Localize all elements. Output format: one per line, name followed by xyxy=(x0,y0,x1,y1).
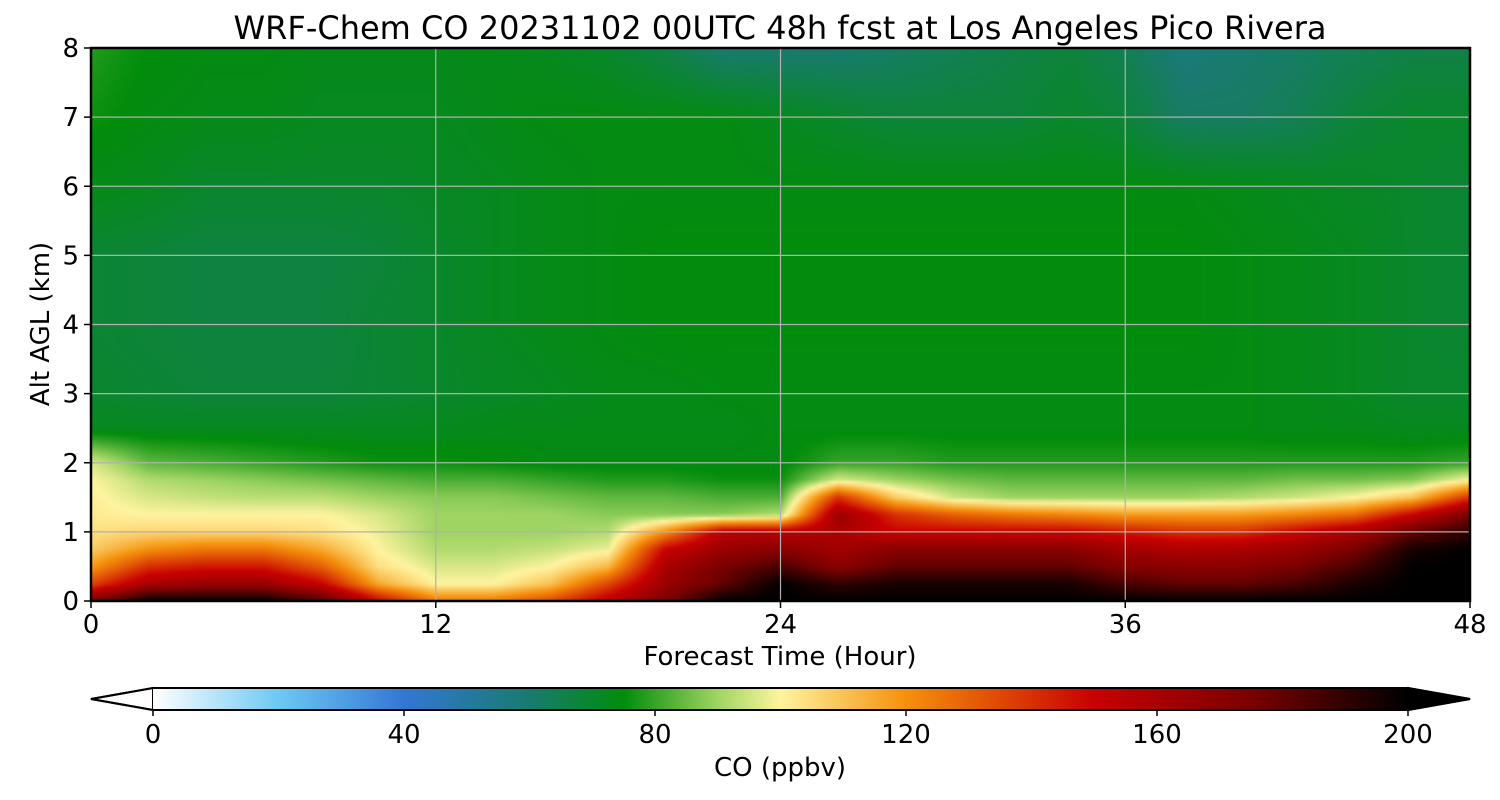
y-tick-label: 5 xyxy=(62,241,79,271)
x-tick-label: 12 xyxy=(419,610,452,640)
y-axis-label: Alt AGL (km) xyxy=(26,242,56,406)
colorbar-tick-label: 200 xyxy=(1383,720,1433,750)
x-axis-label: Forecast Time (Hour) xyxy=(643,642,916,672)
colorbar-tick-label: 120 xyxy=(881,720,931,750)
y-tick-label: 2 xyxy=(62,449,79,479)
colorbar-tick-label: 0 xyxy=(145,720,162,750)
x-tick-label: 48 xyxy=(1453,610,1486,640)
colorbar-gradient xyxy=(153,688,1408,710)
colorbar-label: CO (ppbv) xyxy=(714,753,846,783)
colorbar-ticks: 0 40 80 120 160 200 xyxy=(145,710,1433,750)
colorbar-extend-high xyxy=(1407,686,1471,712)
colorbar-tick-label: 80 xyxy=(638,720,671,750)
grid-lines xyxy=(91,48,1470,601)
y-tick-label: 0 xyxy=(62,587,79,617)
colorbar-tick-label: 160 xyxy=(1132,720,1182,750)
colorbar: 0 40 80 120 160 200 CO (ppbv) xyxy=(90,686,1471,783)
colorbar-extend-low xyxy=(90,686,154,712)
x-tick-label: 24 xyxy=(764,610,797,640)
y-tick-label: 4 xyxy=(62,311,79,341)
y-tick-label: 8 xyxy=(62,34,79,64)
x-tick-label: 36 xyxy=(1109,610,1142,640)
y-axis: 0 1 2 3 4 5 6 7 8 xyxy=(62,34,91,617)
y-tick-label: 6 xyxy=(62,172,79,202)
y-tick-label: 1 xyxy=(62,518,79,548)
chart-title: WRF-Chem CO 20231102 00UTC 48h fcst at L… xyxy=(234,9,1327,47)
x-tick-label: 0 xyxy=(83,610,100,640)
plot-area xyxy=(89,46,1472,603)
x-axis: 0 12 24 36 48 xyxy=(83,601,1487,640)
colorbar-tick-label: 40 xyxy=(387,720,420,750)
y-tick-label: 7 xyxy=(62,103,79,133)
y-tick-label: 3 xyxy=(62,380,79,410)
